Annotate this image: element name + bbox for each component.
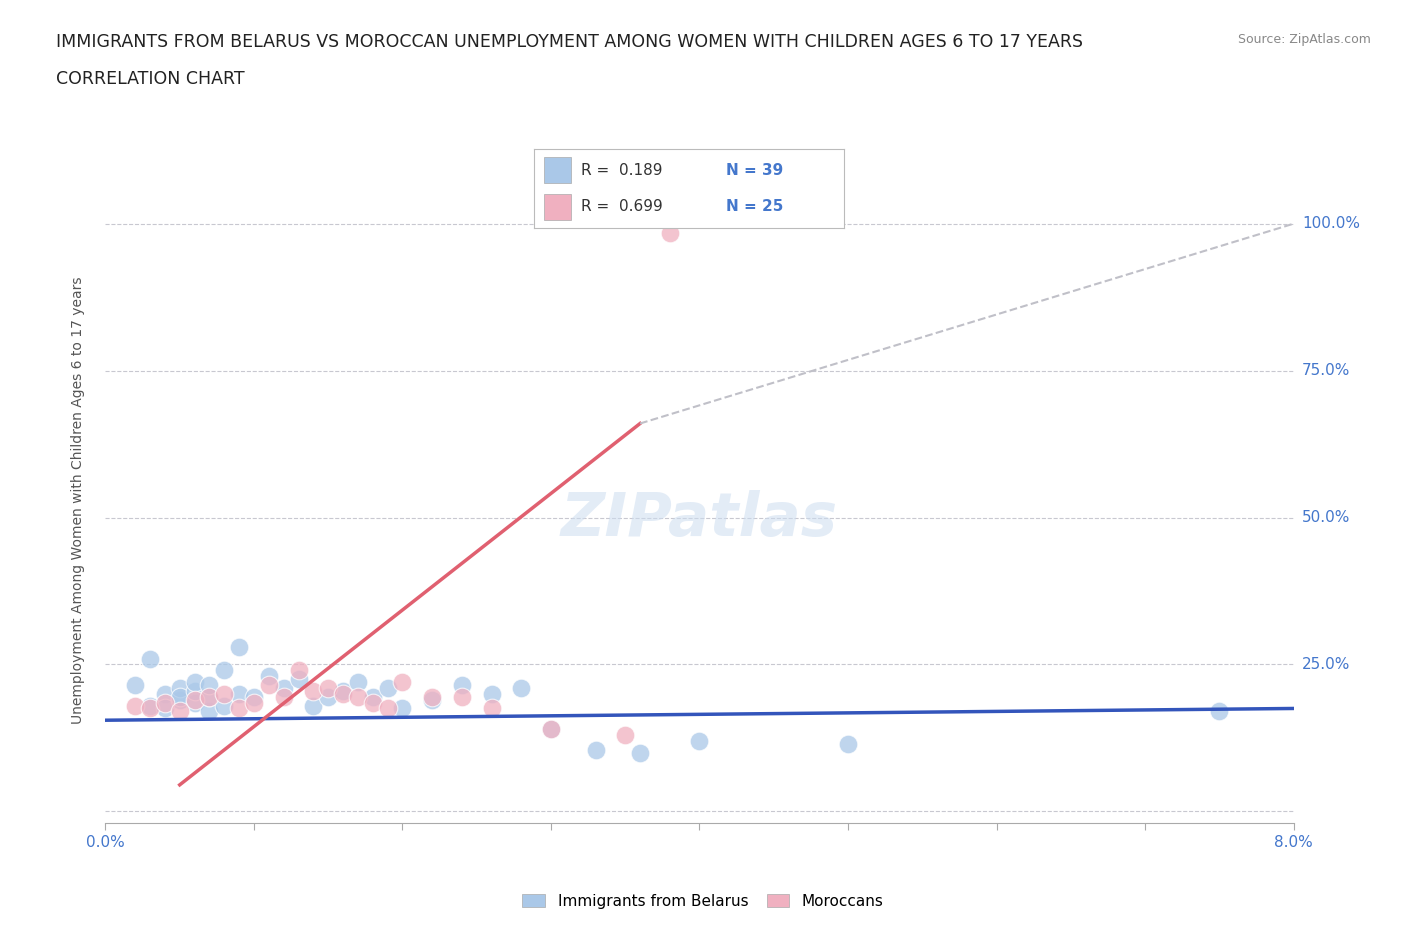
Point <box>153 695 176 710</box>
Point <box>243 695 266 710</box>
Point <box>837 737 859 751</box>
Point <box>198 678 221 693</box>
Point <box>273 681 295 696</box>
Point <box>198 704 221 719</box>
Point <box>228 639 250 654</box>
Text: N = 25: N = 25 <box>725 199 783 214</box>
Point <box>614 727 637 742</box>
Text: CORRELATION CHART: CORRELATION CHART <box>56 70 245 87</box>
Text: N = 39: N = 39 <box>725 163 783 178</box>
Point <box>347 689 370 704</box>
Point <box>585 742 607 757</box>
Text: R =  0.699: R = 0.699 <box>581 199 662 214</box>
Point <box>332 686 354 701</box>
Point <box>377 701 399 716</box>
FancyBboxPatch shape <box>544 193 571 220</box>
Point <box>689 734 711 749</box>
Point <box>658 225 681 240</box>
Point <box>316 689 339 704</box>
Point <box>273 689 295 704</box>
Point <box>332 684 354 698</box>
Point <box>481 686 503 701</box>
Point <box>347 674 370 689</box>
Point <box>124 698 146 713</box>
Point <box>169 689 191 704</box>
Point <box>391 701 413 716</box>
Y-axis label: Unemployment Among Women with Children Ages 6 to 17 years: Unemployment Among Women with Children A… <box>70 276 84 724</box>
Point <box>287 663 309 678</box>
Point <box>183 674 205 689</box>
Text: Source: ZipAtlas.com: Source: ZipAtlas.com <box>1237 33 1371 46</box>
Point <box>540 722 562 737</box>
Point <box>139 701 162 716</box>
FancyBboxPatch shape <box>544 157 571 183</box>
Point <box>316 681 339 696</box>
Point <box>214 663 236 678</box>
Point <box>124 678 146 693</box>
Point <box>183 692 205 707</box>
Point <box>228 701 250 716</box>
Point <box>450 678 472 693</box>
Point <box>481 701 503 716</box>
Point <box>1208 704 1230 719</box>
Point <box>361 695 384 710</box>
Point <box>243 689 266 704</box>
Text: IMMIGRANTS FROM BELARUS VS MOROCCAN UNEMPLOYMENT AMONG WOMEN WITH CHILDREN AGES : IMMIGRANTS FROM BELARUS VS MOROCCAN UNEM… <box>56 33 1083 50</box>
Point <box>183 684 205 698</box>
Point <box>153 686 176 701</box>
Text: 100.0%: 100.0% <box>1302 216 1360 232</box>
Point <box>214 698 236 713</box>
Point <box>302 698 325 713</box>
Point <box>257 678 280 693</box>
Point <box>450 689 472 704</box>
Point <box>139 698 162 713</box>
Point <box>420 692 443 707</box>
Point <box>377 681 399 696</box>
Point <box>510 681 533 696</box>
Text: R =  0.189: R = 0.189 <box>581 163 662 178</box>
Point <box>391 674 413 689</box>
Point <box>169 681 191 696</box>
Legend: Immigrants from Belarus, Moroccans: Immigrants from Belarus, Moroccans <box>516 887 890 915</box>
Text: 25.0%: 25.0% <box>1302 657 1350 671</box>
Text: 50.0%: 50.0% <box>1302 510 1350 525</box>
Point <box>214 686 236 701</box>
Point <box>361 689 384 704</box>
Point <box>169 692 191 707</box>
Point <box>420 689 443 704</box>
Point <box>540 722 562 737</box>
Point <box>287 671 309 686</box>
Point <box>183 695 205 710</box>
Point <box>628 745 651 760</box>
Text: 75.0%: 75.0% <box>1302 363 1350 379</box>
Text: ZIPatlas: ZIPatlas <box>561 490 838 549</box>
Point <box>139 651 162 666</box>
Point <box>257 669 280 684</box>
Point <box>169 704 191 719</box>
Point <box>198 689 221 704</box>
Point <box>198 689 221 704</box>
Point <box>228 686 250 701</box>
Point <box>153 701 176 716</box>
Point <box>302 684 325 698</box>
